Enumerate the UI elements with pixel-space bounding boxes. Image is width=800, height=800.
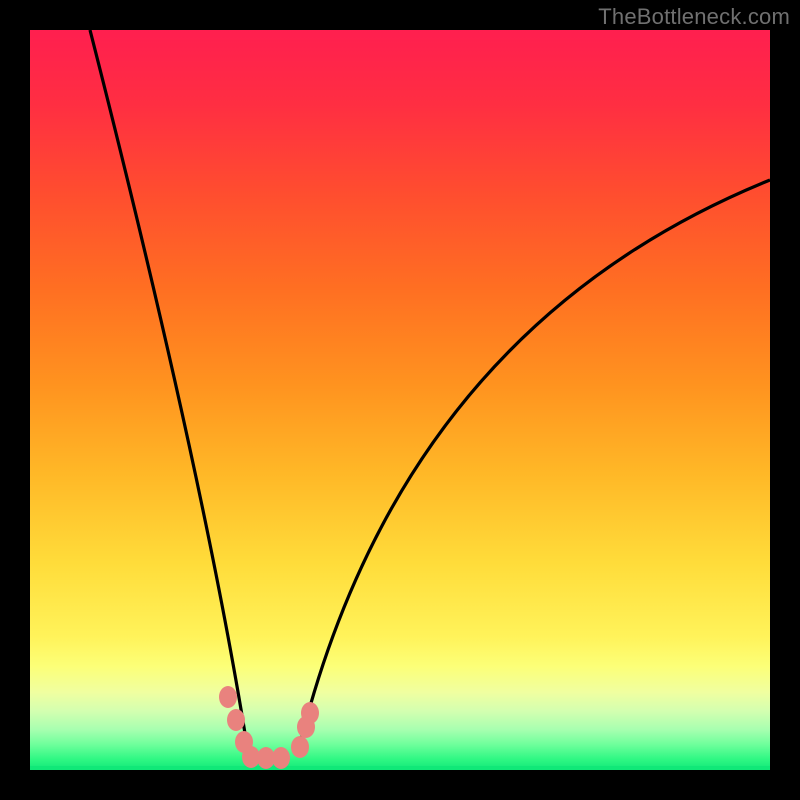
bottleneck-chart bbox=[0, 0, 800, 800]
highlight-dot bbox=[272, 747, 290, 769]
highlight-dot bbox=[301, 702, 319, 724]
highlight-dot bbox=[219, 686, 237, 708]
chart-background bbox=[30, 30, 770, 770]
highlight-dot bbox=[227, 709, 245, 731]
highlight-dot bbox=[291, 736, 309, 758]
baseline-strip bbox=[30, 766, 770, 770]
attribution-text: TheBottleneck.com bbox=[598, 4, 790, 30]
